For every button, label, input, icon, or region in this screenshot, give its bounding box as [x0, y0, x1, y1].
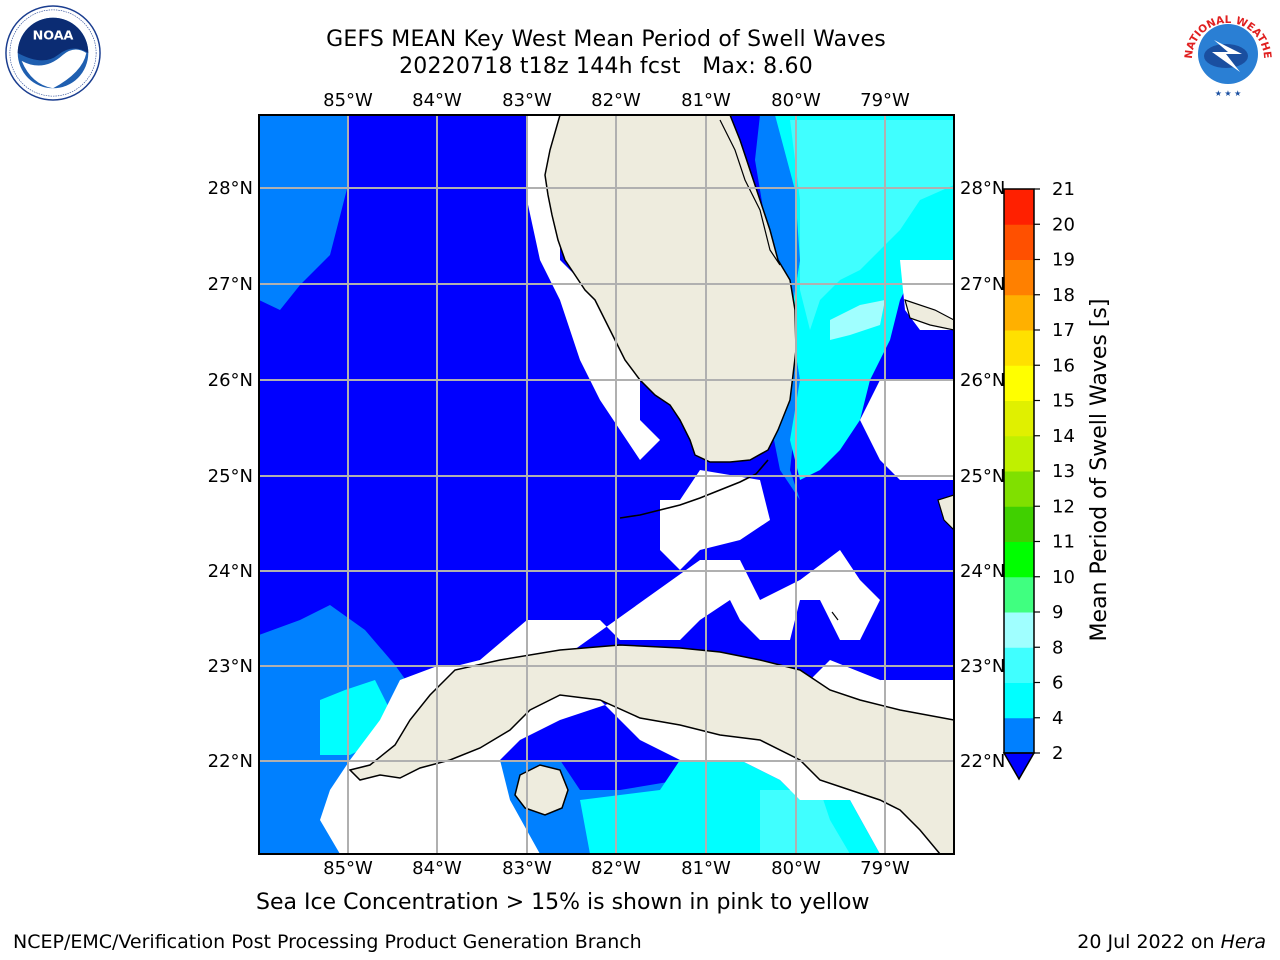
footer-host: Hera	[1220, 931, 1266, 953]
colorbar-segment	[1004, 682, 1034, 719]
land-florida	[544, 115, 797, 463]
colorbar-segment	[1004, 576, 1034, 613]
colorbar-segment	[1004, 189, 1034, 225]
lat-label: 23°N	[208, 656, 253, 677]
islet	[831, 611, 839, 621]
nws-logo: NATIONAL WEATHER SERVICE ★ ★ ★	[1178, 4, 1276, 102]
colorbar-extend-triangle	[1002, 752, 1036, 781]
wave-contour-6to8-mid	[830, 300, 885, 340]
colorbar-tick-label: 4	[1052, 708, 1063, 729]
lon-label: 79°W	[860, 90, 910, 111]
colorbar-tick-label: 12	[1052, 496, 1075, 517]
lon-label: 79°W	[860, 858, 910, 879]
land-isle-of-youth	[514, 764, 569, 816]
colorbar-tick-label: 2	[1052, 743, 1063, 764]
lake-okeechobee	[719, 119, 781, 266]
footer-credit: NCEP/EMC/Verification Post Processing Pr…	[13, 931, 642, 953]
land-andros	[937, 494, 954, 531]
colorbar-tick-label: 10	[1052, 567, 1075, 588]
footer-date: 20 Jul 2022 on Hera	[1077, 931, 1266, 953]
lat-labels-left: 28°N 27°N 26°N 25°N 24°N 23°N 22°N	[208, 178, 253, 772]
colorbar-segment	[1004, 435, 1034, 472]
sea-ice-note: Sea Ice Concentration > 15% is shown in …	[256, 890, 870, 915]
colorbar-segment	[1004, 294, 1034, 331]
lon-label: 83°W	[502, 90, 552, 111]
wave-contour-6to8-south	[760, 790, 850, 854]
land-bahamas	[904, 299, 954, 331]
lon-label: 81°W	[681, 90, 731, 111]
colorbar-segment	[1004, 506, 1034, 542]
colorbar-segment	[1004, 717, 1034, 754]
colorbar-segment	[1004, 647, 1034, 683]
lon-label: 85°W	[323, 858, 373, 879]
lat-labels-right: 28°N 27°N 26°N 25°N 24°N 23°N 22°N	[960, 178, 1005, 772]
colorbar-tick-label: 21	[1052, 179, 1075, 200]
colorbar-segment	[1004, 259, 1034, 296]
colorbar-tick-label: 15	[1052, 391, 1075, 412]
lat-label: 28°N	[960, 178, 1005, 199]
colorbar-tick-label: 17	[1052, 320, 1075, 341]
lat-label: 28°N	[208, 178, 253, 199]
map-frame	[258, 114, 955, 855]
colorbar-tick-label: 6	[1052, 673, 1063, 694]
lat-label: 24°N	[208, 561, 253, 582]
colorbar-tick-label: 18	[1052, 285, 1075, 306]
colorbar-segment	[1004, 541, 1034, 578]
lat-label: 27°N	[960, 274, 1005, 295]
colorbar-title: Mean Period of Swell Waves [s]	[1087, 299, 1112, 642]
colorbar-tick-label: 13	[1052, 461, 1075, 482]
colorbar-segment	[1004, 365, 1034, 401]
lon-label: 80°W	[771, 90, 821, 111]
colorbar-tick-label: 14	[1052, 426, 1075, 447]
lat-label: 26°N	[208, 370, 253, 391]
colorbar-segment	[1004, 471, 1034, 507]
colorbar-segment	[1004, 612, 1034, 648]
lon-labels-bottom: 85°W 84°W 83°W 82°W 81°W 80°W 79°W	[323, 858, 910, 879]
lon-label: 84°W	[412, 858, 462, 879]
lon-label: 82°W	[591, 858, 641, 879]
colorbar-tick-label: 19	[1052, 250, 1075, 271]
lat-label: 25°N	[960, 466, 1005, 487]
lat-label: 24°N	[960, 561, 1005, 582]
map-title-line2: 20220718 t18z 144h fcst Max: 8.60	[399, 54, 813, 79]
wave-contour-6to8-east	[790, 120, 954, 330]
lon-label: 82°W	[591, 90, 641, 111]
noaa-logo-text: NOAA	[33, 28, 74, 43]
lon-label: 81°W	[681, 858, 731, 879]
svg-text:★ ★ ★: ★ ★ ★	[1215, 89, 1242, 98]
noaa-logo: NOAA	[5, 5, 101, 101]
colorbar-tick-label: 8	[1052, 637, 1063, 658]
colorbar: 2 4 6 8 9 10 11 12 13 14 15 16 17 18 19 20 21	[1002, 179, 1075, 781]
lat-label: 25°N	[208, 466, 253, 487]
land-cuba	[348, 644, 954, 854]
lat-label: 26°N	[960, 370, 1005, 391]
lon-labels-top: 85°W 84°W 83°W 82°W 81°W 80°W 79°W	[323, 90, 910, 111]
colorbar-segment	[1004, 400, 1034, 437]
lat-label: 27°N	[208, 274, 253, 295]
lon-label: 85°W	[323, 90, 373, 111]
map-title-line1: GEFS MEAN Key West Mean Period of Swell …	[326, 27, 886, 52]
lat-label: 22°N	[208, 751, 253, 772]
lat-label: 22°N	[960, 751, 1005, 772]
colorbar-tick-label: 20	[1052, 214, 1075, 235]
graticule	[259, 115, 954, 854]
colorbar-segment	[1004, 224, 1034, 260]
colorbar-tick-label: 11	[1052, 532, 1075, 553]
footer-date-text: 20 Jul 2022 on	[1077, 931, 1221, 953]
colorbar-segment	[1004, 330, 1034, 366]
wave-contour-2to4-west-north	[259, 115, 348, 310]
lon-label: 83°W	[502, 858, 552, 879]
colorbar-tick-label: 16	[1052, 355, 1075, 376]
lon-label: 80°W	[771, 858, 821, 879]
map-panel	[259, 115, 954, 854]
lon-label: 84°W	[412, 90, 462, 111]
lat-label: 23°N	[960, 656, 1005, 677]
colorbar-tick-label: 9	[1052, 602, 1063, 623]
